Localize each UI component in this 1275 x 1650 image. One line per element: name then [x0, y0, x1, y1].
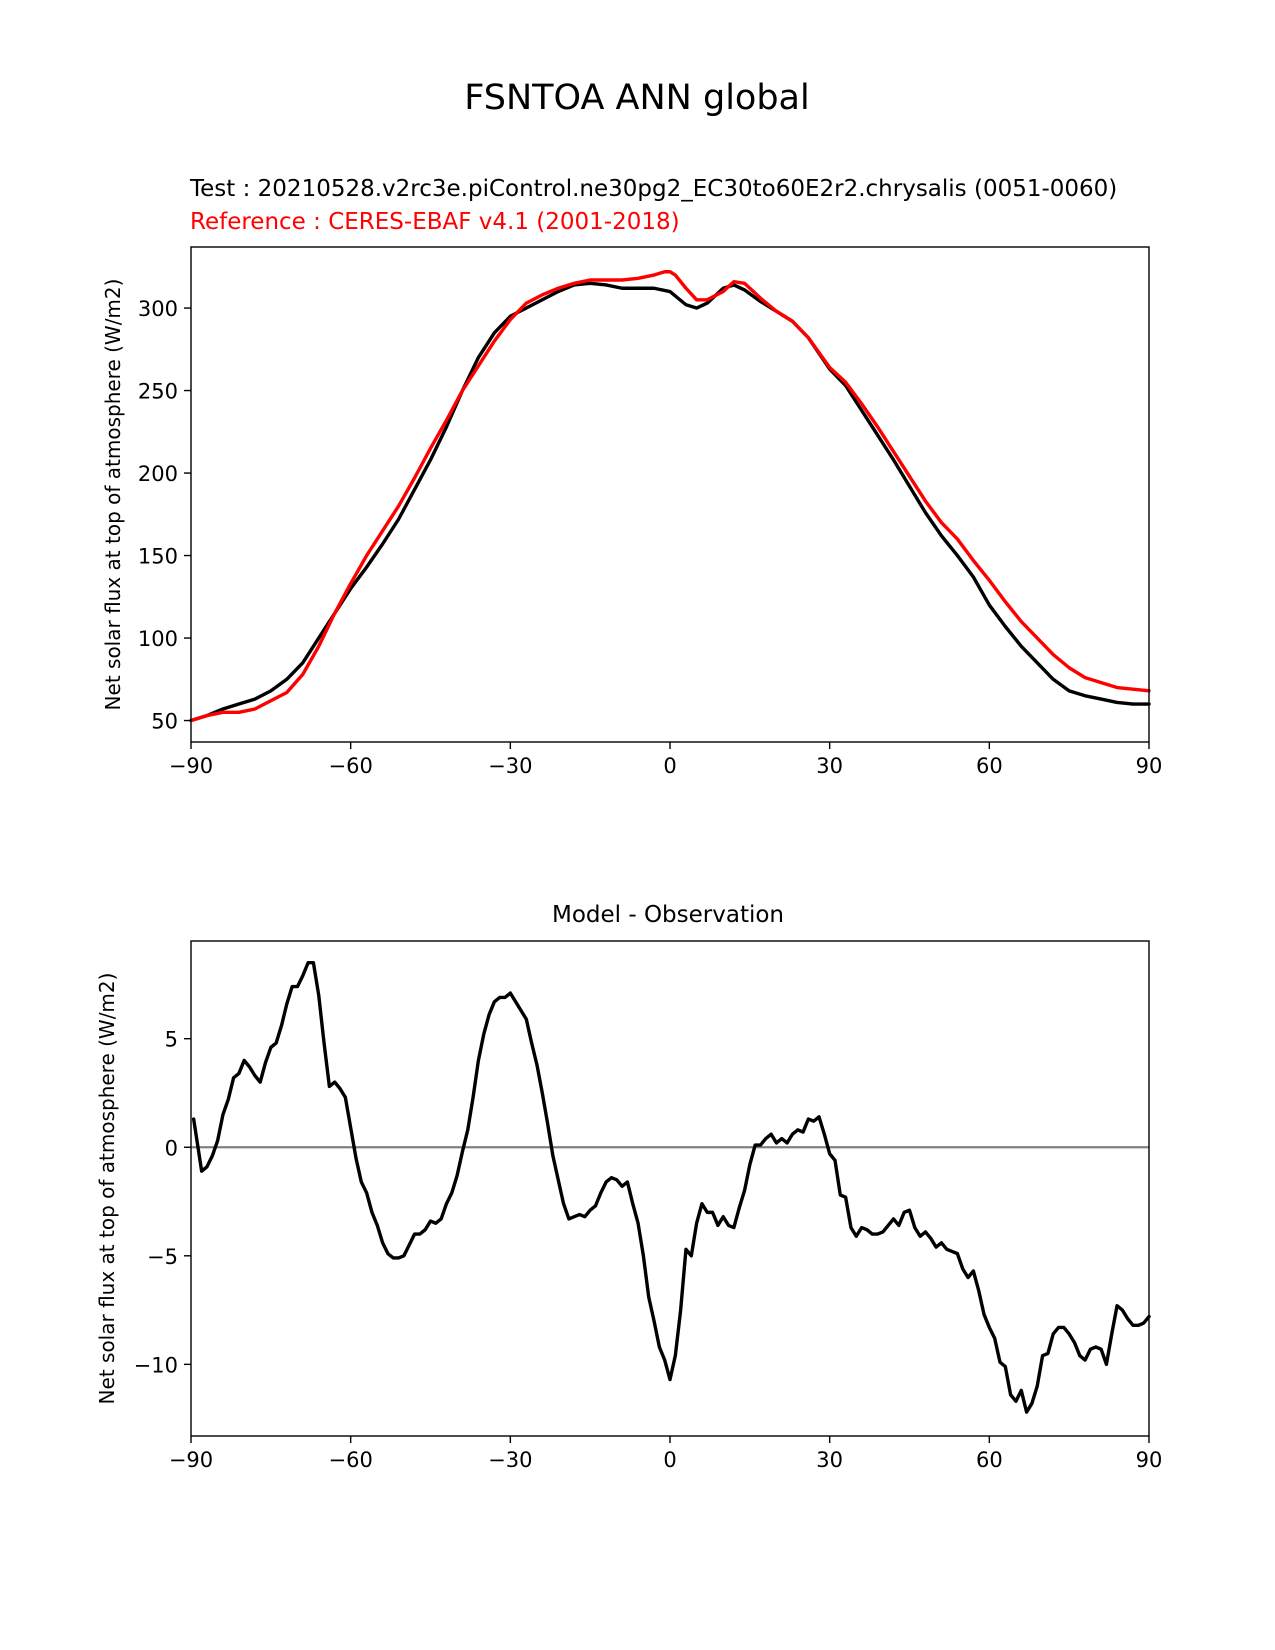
bottom-xtick-label: 90: [1136, 1448, 1163, 1472]
top-plot-area: −90 −60 −30 0 30 60 90 50 100 150 200 250 300 Net sol…: [101, 246, 1163, 778]
top-ytick-label: 150: [138, 545, 178, 569]
test-title: Test : 20210528.v2rc3e.piControl.ne30pg2…: [189, 176, 1117, 202]
bottom-xtick-label: −30: [488, 1448, 532, 1472]
bottom-xtick-label: 30: [816, 1448, 843, 1472]
bottom-ytick-label: −5: [147, 1245, 178, 1269]
bottom-ylabel: Net solar flux at top of atmosphere (W/m…: [95, 973, 119, 1405]
bottom-xtick-label: 0: [663, 1448, 676, 1472]
top-xtick-label: −30: [488, 754, 532, 778]
top-ylabel: Net solar flux at top of atmosphere (W/m…: [101, 279, 125, 711]
top-axes-frame: [190, 246, 1150, 743]
top-ytick-label: 300: [138, 297, 178, 321]
bottom-panel: Model - Observation −90 −60 −30 0 30 60 90−10−…: [95, 902, 1162, 1472]
bottom-series-line-0: [191, 961, 1151, 1414]
top-xtick-label: 60: [976, 754, 1003, 778]
top-panel: Test : 20210528.v2rc3e.piControl.ne30pg2…: [101, 176, 1162, 778]
top-series-line-1: [189, 270, 1151, 723]
top-xtick-label: 90: [1136, 754, 1163, 778]
bottom-ytick-label: −10: [134, 1353, 178, 1377]
reference-title: Reference : CERES-EBAF v4.1 (2001-2018): [190, 209, 680, 235]
top-ytick-label: 50: [151, 710, 178, 734]
top-xtick-label: 30: [816, 754, 843, 778]
top-series-line-0: [189, 281, 1151, 723]
top-xtick-label: −60: [329, 754, 373, 778]
bottom-xtick-label: −90: [169, 1448, 213, 1472]
bottom-xtick-label: −60: [329, 1448, 373, 1472]
top-xtick-label: −90: [169, 754, 213, 778]
top-ytick-label: 100: [138, 627, 178, 651]
figure-suptitle: FSNTOA ANN global: [464, 78, 809, 118]
top-xtick-label: 0: [663, 754, 676, 778]
bottom-xtick-label: 60: [976, 1448, 1003, 1472]
bottom-plot-area: −90 −60 −30 0 30 60 90 −10 −5 0 5 Net solar flux at…: [95, 940, 1163, 1472]
difference-title: Model - Observation: [552, 902, 784, 928]
top-ytick-label: 200: [138, 462, 178, 486]
bottom-ytick-label: 5: [165, 1028, 178, 1052]
bottom-ytick-label: 0: [165, 1136, 178, 1160]
bottom-axes-frame: [190, 940, 1150, 1437]
top-ytick-label: 250: [138, 380, 178, 404]
